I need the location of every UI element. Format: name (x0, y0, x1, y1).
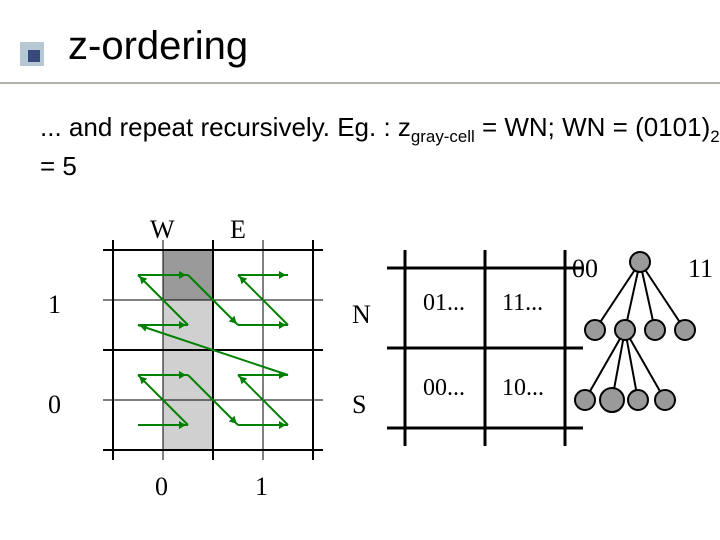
tree-label-11: 11 (688, 254, 713, 284)
slide-root: z-ordering ... and repeat recursively. E… (0, 0, 720, 540)
tree-label-00: 00 (572, 254, 598, 284)
tree-diagram (0, 0, 720, 540)
